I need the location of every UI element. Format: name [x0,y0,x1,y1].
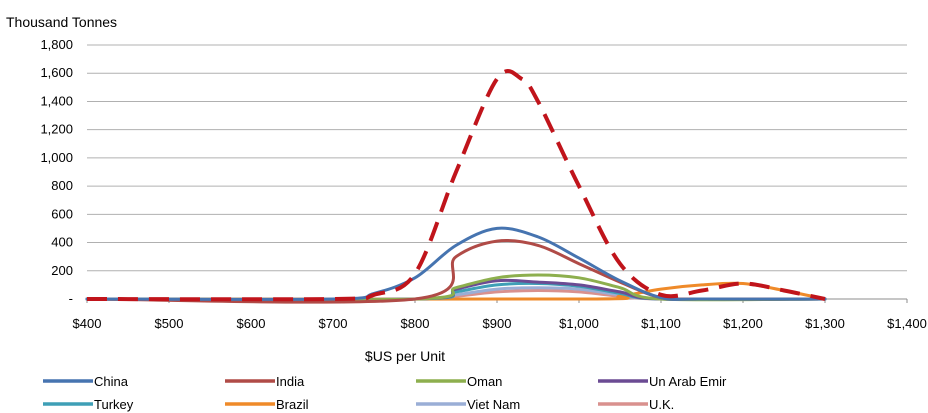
x-tick-label: $600 [237,316,266,331]
legend-label: Turkey [94,397,134,412]
x-tick-label: $900 [483,316,512,331]
y-tick-label: 200 [51,263,73,278]
x-tick-label: $1,300 [805,316,845,331]
legend-label: Brazil [276,397,309,412]
x-tick-label: $800 [401,316,430,331]
y-tick-label: 1,400 [40,93,73,108]
x-axis-title: $US per Unit [365,348,445,364]
y-tick-label: 800 [51,178,73,193]
legend-label: China [94,374,129,389]
x-tick-label: $1,400 [887,316,927,331]
x-tick-label: $700 [319,316,348,331]
legend-label: Viet Nam [467,397,520,412]
legend-label: U.K. [649,397,674,412]
x-tick-label: $400 [73,316,102,331]
legend-label: Un Arab Emir [649,374,727,389]
y-tick-label: 400 [51,235,73,250]
y-tick-label: - [69,291,73,306]
x-tick-label: $1,100 [641,316,681,331]
y-axis-title: Thousand Tonnes [6,14,117,30]
legend-label: Oman [467,374,502,389]
y-tick-labels: - 200 400 600 800 1,000 1,200 1,400 1,600 1,800 [40,37,73,306]
x-tick-label: $1,000 [559,316,599,331]
x-tick-label: $500 [155,316,184,331]
legend: China India Oman Un Arab Emir Turkey Brazil Vi… [43,374,727,412]
series-line-dashed [86,69,826,302]
x-tick-label: $1,200 [723,316,763,331]
series-lines [85,69,827,304]
gridlines [86,44,908,303]
y-tick-label: 600 [51,206,73,221]
y-tick-label: 1,000 [40,150,73,165]
x-tick-labels: $400 $500 $600 $700 $800 $900 $1,000 $1,100 $1,2… [73,316,927,331]
legend-label: India [276,374,305,389]
y-tick-label: 1,200 [40,122,73,137]
y-tick-label: 1,600 [40,65,73,80]
y-tick-label: 1,800 [40,37,73,52]
